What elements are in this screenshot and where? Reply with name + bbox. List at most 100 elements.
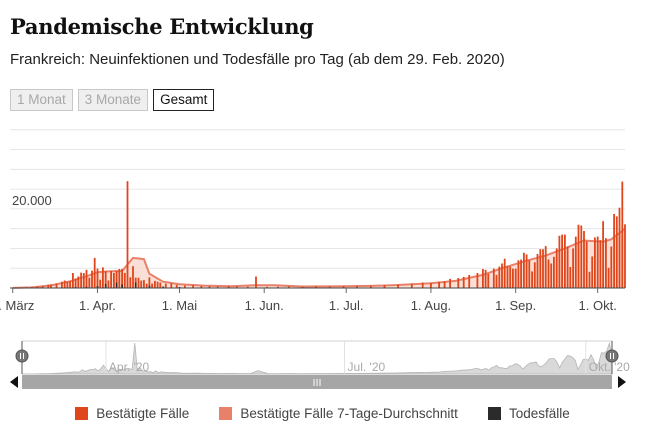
- case-bar: [277, 286, 279, 288]
- case-bar: [50, 284, 52, 288]
- case-bar: [104, 271, 107, 288]
- case-bar: [492, 268, 495, 288]
- case-bar: [383, 285, 386, 288]
- legend-item-deaths[interactable]: Todesfälle: [487, 406, 570, 421]
- x-axis-ticks: 1. März 1. Apr. 1. Mai 1. Jun. 1. Jul. 1. Aug…: [0, 288, 617, 313]
- case-bar: [301, 286, 304, 288]
- death-bar: [134, 282, 137, 288]
- case-bar: [457, 278, 460, 288]
- case-bar: [558, 235, 561, 288]
- case-bar: [547, 259, 550, 288]
- range-button-1-month[interactable]: 1 Monat: [10, 89, 73, 111]
- case-bar: [533, 262, 536, 288]
- case-bar: [369, 285, 372, 288]
- case-bar: [342, 286, 345, 288]
- case-bar: [118, 269, 121, 288]
- range-button-3-months[interactable]: 3 Monate: [77, 89, 149, 111]
- case-bar: [430, 282, 432, 288]
- navigator[interactable]: Apr. '20 Jul. '20 Okt. '20: [10, 340, 630, 389]
- case-bar: [145, 283, 148, 288]
- case-bar: [129, 277, 132, 288]
- x-tick-label: 1. März: [0, 298, 34, 313]
- case-bar: [227, 286, 230, 288]
- case-bar: [107, 280, 110, 288]
- case-bar: [93, 257, 96, 288]
- case-bar: [561, 234, 563, 288]
- case-bar: [550, 263, 553, 288]
- range-button-all[interactable]: Gesamt: [153, 89, 215, 111]
- case-bar: [110, 271, 112, 288]
- case-bar: [503, 258, 506, 288]
- case-bar: [216, 286, 219, 288]
- case-bar: [610, 246, 613, 288]
- case-bar: [512, 268, 514, 288]
- case-bar: [137, 277, 140, 288]
- case-bar: [468, 274, 471, 288]
- case-bar: [566, 246, 569, 288]
- case-bar: [266, 286, 268, 288]
- case-bar: [113, 273, 115, 288]
- legend-swatch-cases: [75, 407, 89, 420]
- death-bar: [121, 284, 123, 288]
- case-bar: [613, 214, 615, 288]
- case-bar: [236, 286, 238, 288]
- case-bar: [539, 249, 542, 288]
- case-bar: [77, 276, 80, 288]
- case-bar: [69, 280, 71, 288]
- case-bar: [484, 269, 487, 288]
- average-area-layer: [12, 227, 626, 289]
- case-bar: [553, 256, 555, 288]
- case-bar: [449, 278, 451, 288]
- chart-subtitle: Frankreich: Neuinfektionen und Todesfäll…: [10, 51, 505, 68]
- case-bar: [621, 181, 624, 288]
- case-bar: [564, 234, 566, 288]
- case-bar: [66, 281, 69, 288]
- case-bar: [602, 221, 604, 288]
- death-bar: [96, 286, 99, 288]
- case-bar: [397, 284, 399, 288]
- case-bar: [328, 286, 331, 288]
- scrollbar-grip-icon[interactable]: [313, 379, 321, 386]
- scroll-right-arrow-icon[interactable]: [618, 376, 626, 388]
- case-bar: [624, 224, 626, 288]
- case-bar: [498, 266, 501, 288]
- case-bar: [96, 268, 99, 288]
- case-bar: [255, 276, 257, 288]
- x-tick-label: 1. Aug.: [411, 298, 451, 313]
- legend-label-deaths: Todesfälle: [508, 406, 570, 421]
- navigator-labels: Apr. '20 Jul. '20 Okt. '20: [105, 341, 630, 374]
- navigator-handle-right[interactable]: [605, 341, 619, 374]
- case-bar: [607, 267, 610, 288]
- case-bar: [410, 283, 413, 288]
- legend-item-cases[interactable]: Bestätigte Fälle: [75, 406, 189, 421]
- navigator-handle-left[interactable]: [15, 341, 29, 374]
- case-bar: [509, 266, 512, 288]
- case-bar: [542, 249, 544, 288]
- case-bar: [536, 254, 539, 288]
- case-bar: [555, 248, 558, 288]
- case-bar: [520, 259, 522, 288]
- case-bar: [599, 240, 602, 288]
- scroll-left-arrow-icon[interactable]: [10, 376, 18, 388]
- x-tick-label: 1. Sep.: [495, 298, 536, 313]
- case-bar: [85, 269, 88, 288]
- case-bar: [140, 280, 143, 288]
- death-bar: [162, 286, 164, 288]
- case-bar: [605, 238, 607, 288]
- case-bar: [55, 283, 58, 288]
- case-bar: [591, 256, 594, 288]
- chart: 1. März 1. Apr. 1. Mai 1. Jun. 1. Jul. 1. Aug…: [0, 129, 630, 389]
- case-bar: [531, 271, 533, 288]
- case-bar: [99, 279, 102, 288]
- x-tick-label: 1. Jun.: [245, 298, 284, 313]
- x-tick-label: 1. Okt.: [579, 298, 617, 313]
- case-bar: [315, 286, 317, 288]
- case-bar: [184, 285, 186, 288]
- case-bar: [88, 277, 91, 288]
- page-title: Pandemische Entwicklung: [10, 14, 314, 39]
- case-bar: [569, 267, 572, 288]
- legend-item-average[interactable]: Bestätigte Fälle 7-Tage-Durchschnitt: [219, 406, 458, 421]
- gridlines: [10, 129, 625, 269]
- legend-swatch-deaths: [487, 407, 501, 420]
- case-bar: [523, 252, 525, 288]
